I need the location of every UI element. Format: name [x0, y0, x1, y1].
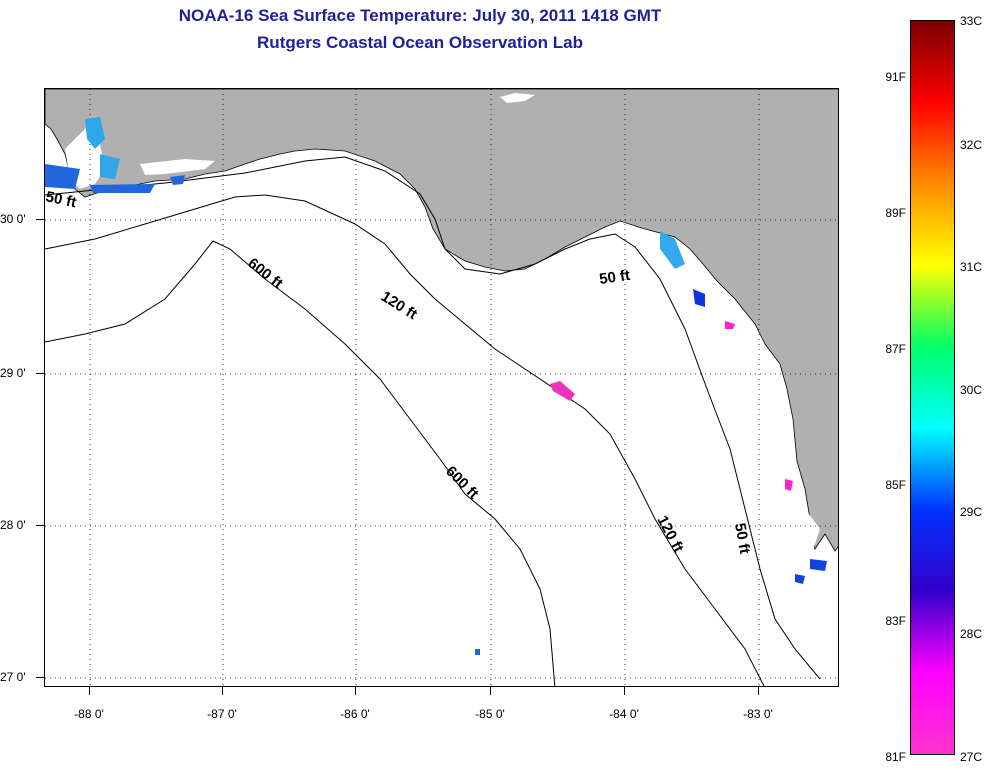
lon-label: -84 0' — [609, 707, 639, 721]
contour-label-120ft-south: 120 ft — [653, 513, 686, 556]
sst-patch-blue — [45, 164, 80, 189]
colorbar-c-label: 30C — [960, 383, 983, 397]
lon-label: -87 0' — [207, 707, 237, 721]
land-mass — [45, 89, 838, 552]
colorbar-c-label: 29C — [960, 505, 983, 519]
colorbar-f-label: 89F — [885, 206, 906, 220]
lon-label: -86 0' — [340, 707, 370, 721]
lat-tick — [36, 677, 44, 678]
contour-label-50ft-east: 50 ft — [598, 267, 631, 288]
lon-tick — [355, 687, 356, 695]
sst-patch-magenta — [785, 479, 793, 491]
map-canvas: 50 ft 50 ft 50 ft 120 ft 120 ft 600 ft 6… — [45, 89, 838, 686]
colorbar-c-label: 28C — [960, 627, 983, 641]
colorbar-f-label: 83F — [885, 614, 906, 628]
sst-patch-cyan — [85, 117, 105, 149]
contour-label-50ft-west: 50 ft — [45, 188, 78, 211]
sst-map: 50 ft 50 ft 50 ft 120 ft 120 ft 600 ft 6… — [44, 88, 839, 687]
colorbar-f-label: 85F — [885, 478, 906, 492]
sst-patch-blue — [810, 559, 827, 571]
sst-patch-blue — [475, 649, 480, 655]
sst-patch-blue — [795, 574, 805, 584]
lon-tick — [490, 687, 491, 695]
contour-50ft — [45, 156, 821, 680]
sst-patch-blue — [693, 289, 705, 307]
map-subtitle: Rutgers Coastal Ocean Observation Lab — [257, 33, 583, 52]
contour-label-50ft-south: 50 ft — [731, 522, 753, 555]
sst-patch-magenta — [725, 321, 735, 329]
lon-tick — [758, 687, 759, 695]
colorbar-c-label: 32C — [960, 138, 983, 152]
contour-120ft — [45, 194, 765, 686]
colorbar-c-label: 31C — [960, 260, 983, 274]
lat-label: 28 0' — [0, 518, 26, 532]
lat-label: 30 0' — [0, 212, 26, 226]
lat-tick — [36, 373, 44, 374]
sst-patch-cyan — [100, 154, 120, 179]
lon-tick — [222, 687, 223, 695]
lon-label: -88 0' — [74, 707, 104, 721]
sst-patch-blue — [170, 175, 185, 185]
sst-patch-blue — [90, 184, 155, 193]
lon-label: -85 0' — [475, 707, 505, 721]
colorbar-f-label: 87F — [885, 342, 906, 356]
contour-label-600ft-south: 600 ft — [442, 463, 482, 503]
sst-patches — [45, 117, 827, 655]
map-title: NOAA-16 Sea Surface Temperature: July 30… — [178, 6, 662, 25]
lon-tick — [624, 687, 625, 695]
colorbar-c-label: 27C — [960, 750, 983, 764]
lat-label: 27 0' — [0, 670, 26, 684]
sst-patch-cyan — [660, 231, 685, 269]
colorbar-c-label: 33C — [960, 14, 983, 28]
lat-tick — [36, 219, 44, 220]
island-north — [500, 93, 535, 103]
contour-label-600ft-north: 600 ft — [245, 255, 286, 293]
lon-label: -83 0' — [743, 707, 773, 721]
lat-label: 29 0' — [0, 366, 26, 380]
bay-tampa — [785, 509, 820, 569]
bay-pensacola — [140, 159, 215, 175]
contour-label-120ft-north: 120 ft — [378, 288, 420, 323]
lon-tick — [89, 687, 90, 695]
contour-600ft — [45, 240, 556, 686]
colorbar-f-label: 91F — [885, 70, 906, 84]
colorbar-f-label: 81F — [885, 750, 906, 764]
bay-apalachicola — [425, 259, 475, 277]
temperature-colorbar — [910, 20, 955, 755]
sst-patch-magenta — [550, 381, 575, 401]
lat-tick — [36, 525, 44, 526]
